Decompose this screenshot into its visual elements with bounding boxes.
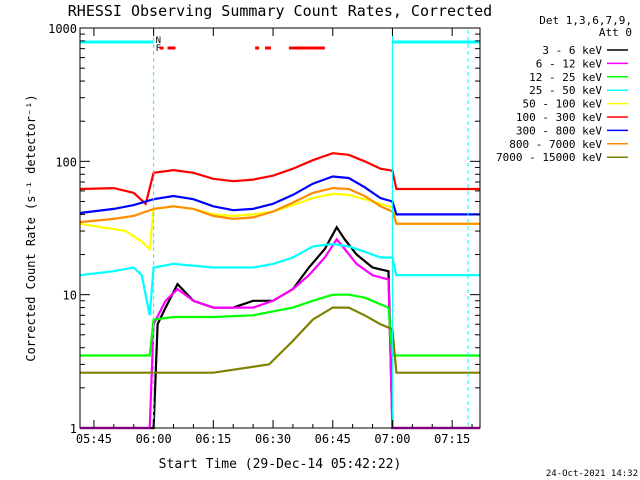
x-tick-label: 05:45 xyxy=(76,432,112,446)
x-tick-label: 06:00 xyxy=(136,432,172,446)
legend-label-800-7000-kev: 800 - 7000 keV xyxy=(509,138,602,151)
x-tick-label: 06:30 xyxy=(255,432,291,446)
y-tick-label: 1000 xyxy=(48,22,77,36)
series-line-12-25-kev xyxy=(80,293,480,357)
footer-timestamp: 24-Oct-2021 14:32 xyxy=(546,469,638,479)
annotation-layer: NF xyxy=(80,30,480,428)
series-line-50-100-kev xyxy=(79,192,480,252)
x-tick-label: 07:15 xyxy=(434,432,470,446)
chart-title: RHESSI Observing Summary Count Rates, Co… xyxy=(68,2,492,20)
y-tick-label: 100 xyxy=(55,155,77,169)
y-tick-label: 10 xyxy=(63,289,77,303)
plot-frame xyxy=(79,27,481,429)
legend-label-3-6-kev: 3 - 6 keV xyxy=(542,44,602,57)
x-tick-label: 06:45 xyxy=(315,432,351,446)
x-axis-label: Start Time (29-Dec-14 05:42:22) xyxy=(159,457,402,472)
x-tick-label: 06:15 xyxy=(195,432,231,446)
legend-title-line: Att 0 xyxy=(599,26,632,39)
legend-label-100-300-kev: 100 - 300 keV xyxy=(516,111,602,124)
series-line-25-50-kev xyxy=(79,242,480,316)
flare-flag-label: F xyxy=(156,44,161,54)
series-line-6-12-kev xyxy=(80,237,480,430)
legend-label-25-50-kev: 25 - 50 keV xyxy=(529,84,602,97)
legend-title-line: Det 1,3,6,7,9, xyxy=(539,14,632,27)
series-line-7000-15000-kev xyxy=(80,306,480,374)
legend-label-7000-15000-kev: 7000 - 15000 keV xyxy=(496,151,602,164)
legend-label-300-800-kev: 300 - 800 keV xyxy=(516,124,602,137)
legend-label-12-25-kev: 12 - 25 keV xyxy=(529,71,602,84)
series-line-100-300-kev xyxy=(79,152,480,206)
legend-label-6-12-kev: 6 - 12 keV xyxy=(536,57,603,70)
night-flag-label: N xyxy=(156,36,161,46)
y-axis-label: Corrected Count Rate (s⁻¹ detector⁻¹) xyxy=(24,94,38,361)
legend-label-50-100-kev: 50 - 100 keV xyxy=(523,98,603,111)
axis-ticks: 05:45 06:00 06:15 06:30 06:45 07:00 07:15 1 10 10… xyxy=(48,22,480,446)
x-tick-label: 07:00 xyxy=(374,432,410,446)
y-tick-label: 1 xyxy=(70,422,77,436)
